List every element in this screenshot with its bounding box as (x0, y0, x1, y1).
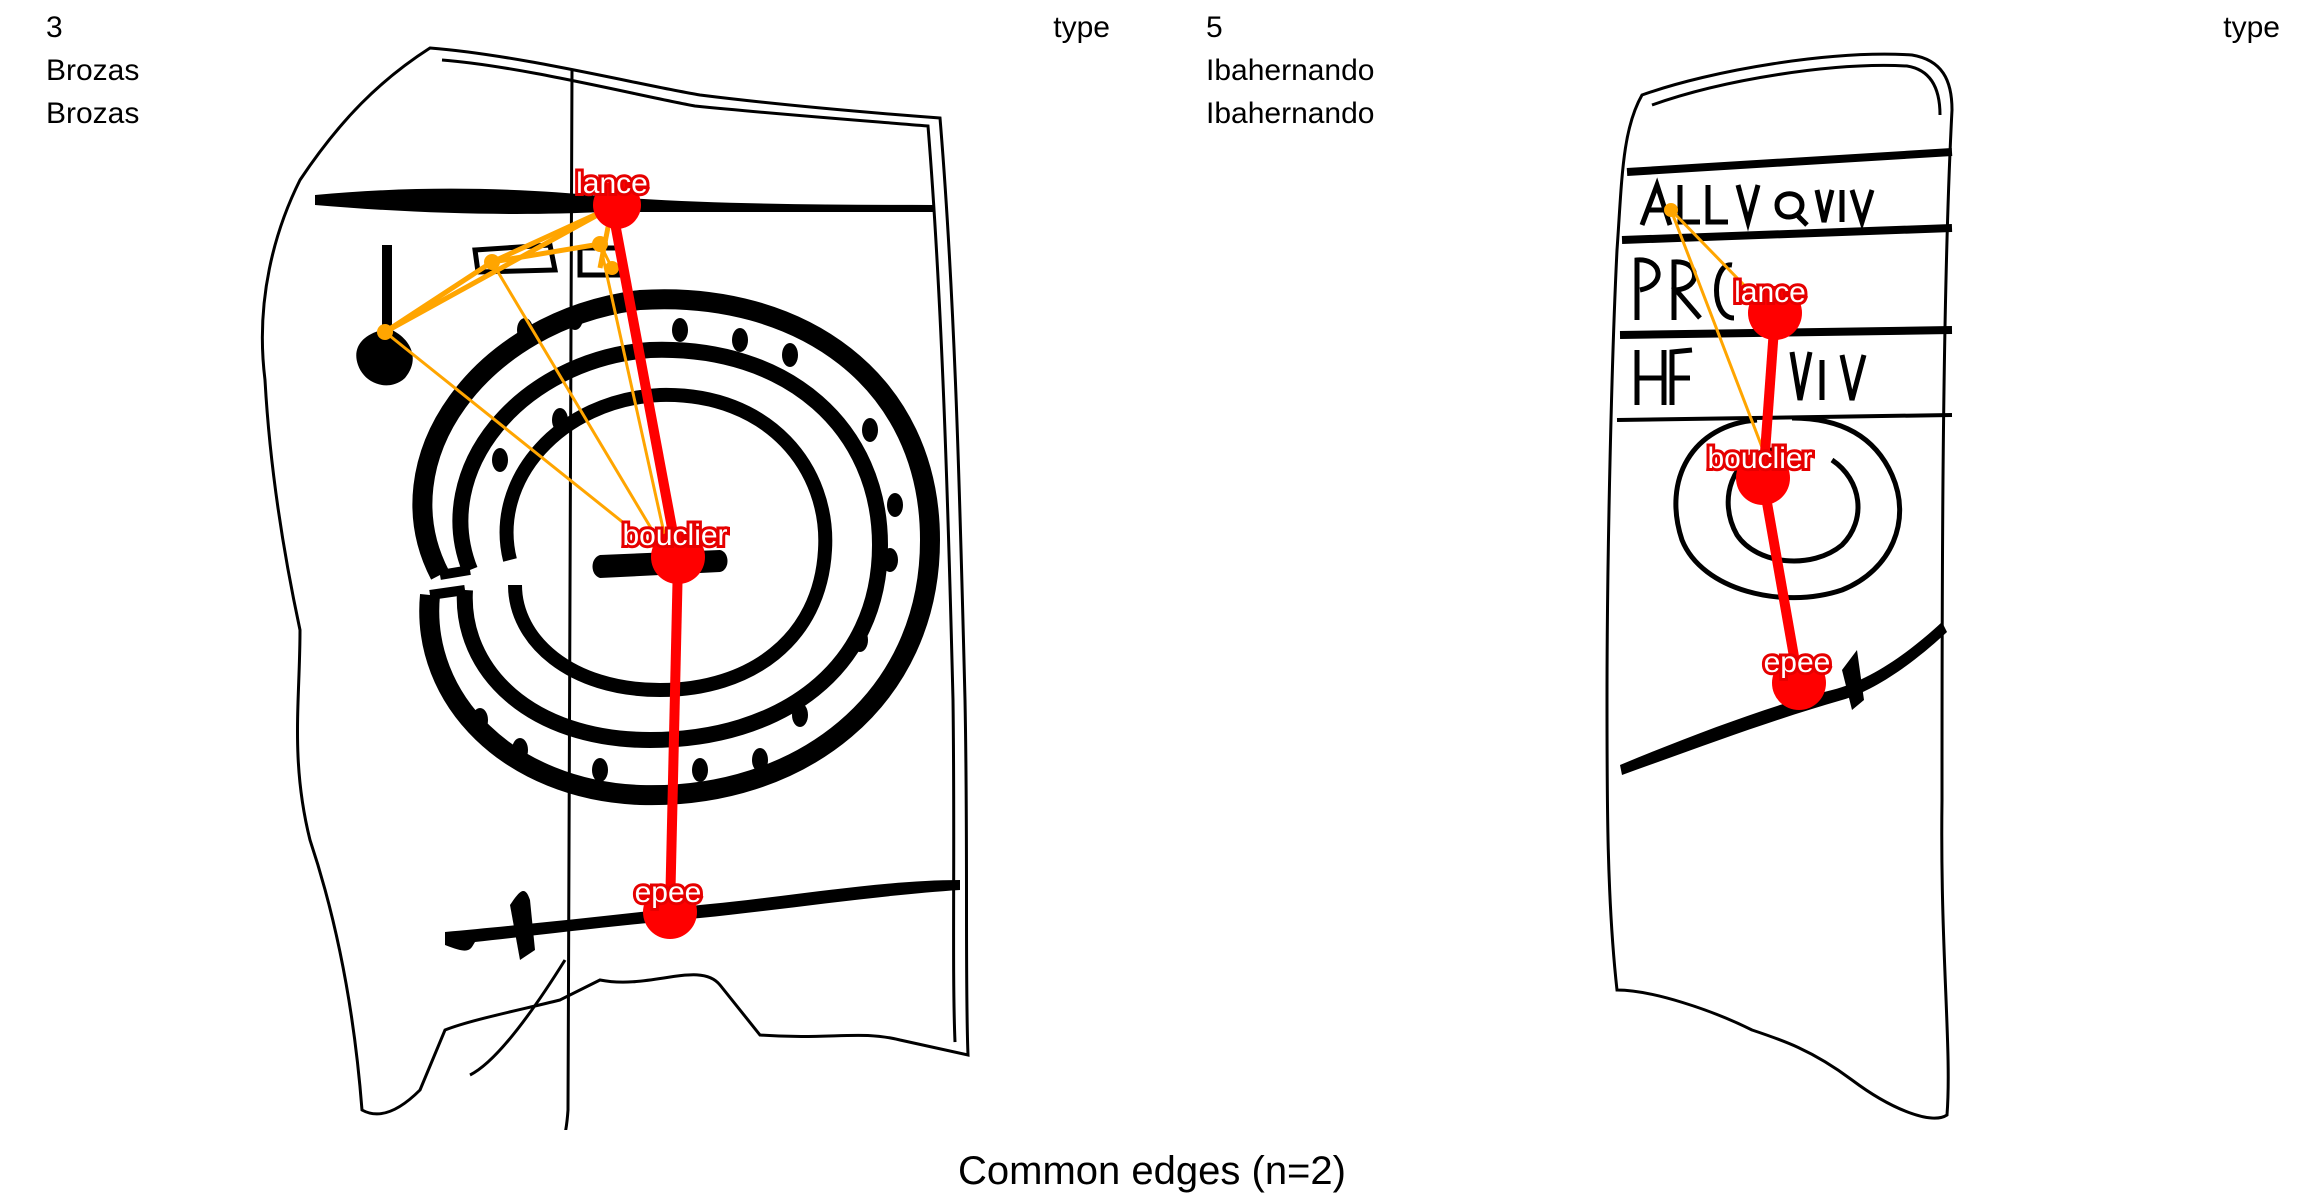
edge-lance-bouclier (607, 206, 683, 561)
other-nodes (377, 236, 619, 340)
shield-studs (472, 306, 903, 782)
node-bouclier (1736, 451, 1790, 505)
sword-carving (445, 880, 960, 951)
node-label-epee: epee (1764, 646, 1831, 679)
graph-nodes (593, 181, 705, 939)
common-edges (607, 206, 683, 913)
stele-name: Brozas (46, 54, 140, 87)
other-node (1664, 203, 1678, 217)
node-label-bouclier: bouclier (1707, 442, 1812, 475)
stele-drawing-brozas: lance bouclier epee (260, 46, 970, 1130)
stele-id: 3 (46, 11, 63, 44)
node-epee (1772, 656, 1826, 710)
stele-name: Ibahernando (1206, 54, 1375, 87)
stele-outline (260, 46, 970, 1130)
node-label-lance: lance (576, 167, 648, 200)
node-label-lance: lance (1734, 276, 1806, 309)
node-lance (593, 181, 641, 229)
node-label-epee: epee (635, 876, 702, 909)
stele-subname: Brozas (46, 97, 140, 130)
stele-outline (1605, 52, 1954, 1120)
graph-nodes (1736, 286, 1826, 710)
stele-id: 5 (1206, 11, 1223, 44)
figure-caption: Common edges (n=2) (958, 1149, 1346, 1193)
node-label-bouclier: bouclier (622, 519, 727, 552)
shield-carving (412, 289, 941, 806)
stele-metadata: 5 Ibahernando Ibahernando (1206, 6, 1375, 135)
type-label: type (2223, 11, 2280, 44)
edge-bouclier-epee (1758, 479, 1804, 686)
dagger-carving (356, 245, 413, 386)
stele-subname: Ibahernando (1206, 97, 1375, 130)
node-lance (1748, 286, 1802, 340)
stele-drawing-ibahernando: lance bouclier epee (1605, 52, 1954, 1120)
node-bouclier (651, 530, 705, 584)
sword-carving (1620, 622, 1947, 775)
stele-panel-ibahernando: 5 Ibahernando Ibahernando type (1152, 0, 2304, 1130)
type-label: type (1053, 11, 1110, 44)
other-edges (383, 204, 672, 562)
stele-panel-brozas: 3 Brozas Brozas type (0, 0, 1152, 1130)
edge-bouclier-epee (665, 559, 683, 913)
stele-metadata: 3 Brozas Brozas (46, 6, 139, 135)
node-epee (643, 885, 697, 939)
